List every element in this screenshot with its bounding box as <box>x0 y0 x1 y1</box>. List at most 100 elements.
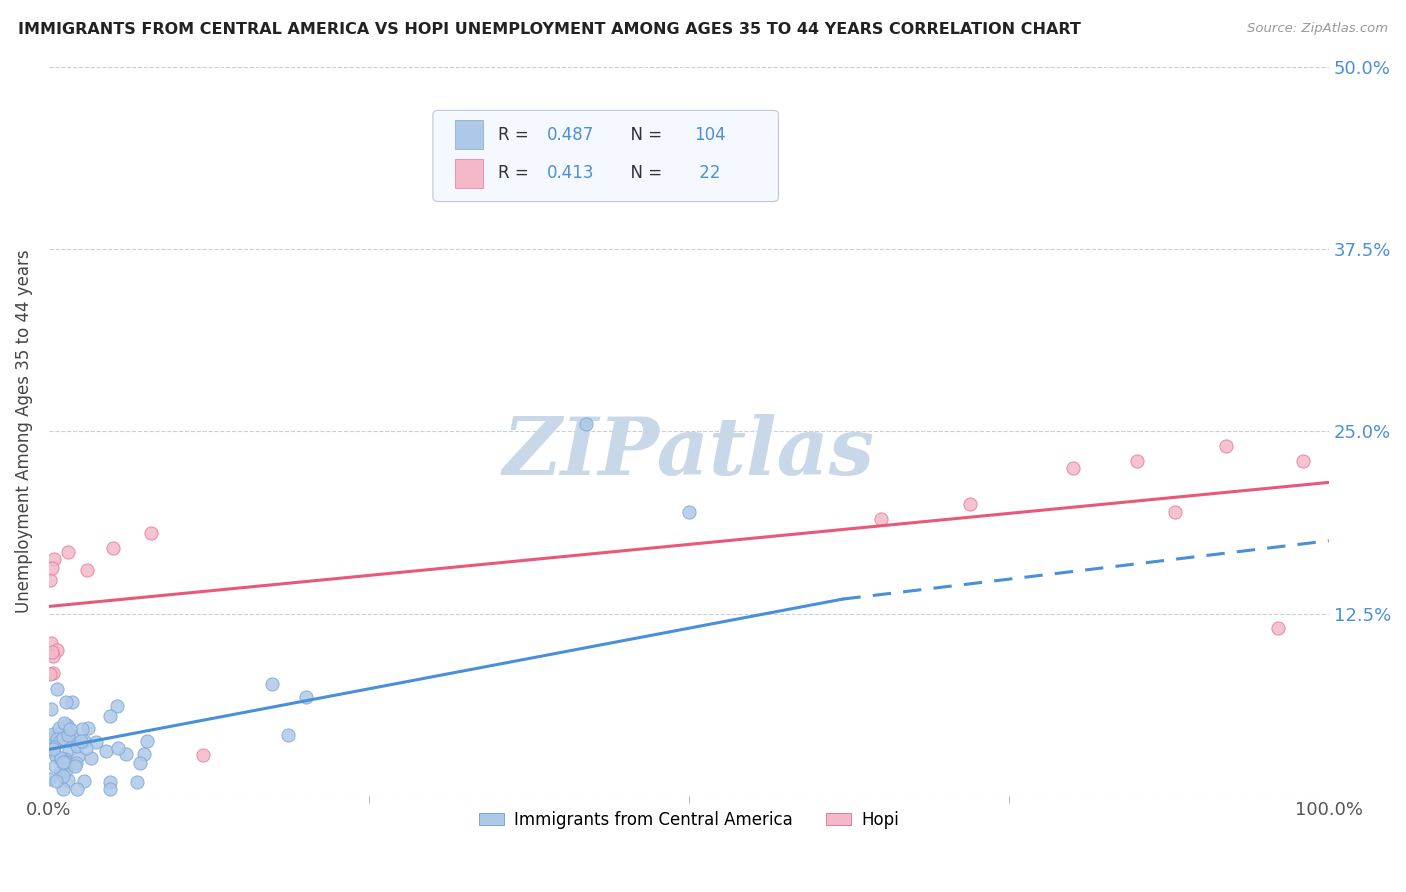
Point <box>51 764 73 778</box>
Point <box>1292 453 1315 467</box>
Point <box>98 781 121 796</box>
Point <box>52 726 75 740</box>
Point <box>72 774 94 789</box>
Point <box>44 729 66 743</box>
Bar <box>454 159 482 188</box>
Point <box>132 747 155 762</box>
Point <box>41 727 63 741</box>
Point <box>1126 453 1149 467</box>
Point <box>191 748 214 763</box>
Point <box>76 721 98 735</box>
Point <box>46 731 69 746</box>
Text: 22: 22 <box>695 164 720 182</box>
Point <box>46 682 69 697</box>
Point <box>42 741 65 756</box>
Point <box>70 734 93 748</box>
Point <box>141 526 163 541</box>
Point <box>53 756 76 770</box>
Point <box>678 505 700 519</box>
Point <box>49 751 72 765</box>
Bar <box>454 120 482 149</box>
Point <box>67 748 90 763</box>
Point <box>45 774 67 789</box>
Point <box>66 781 89 796</box>
Point <box>76 563 98 577</box>
Point <box>75 741 97 756</box>
Point <box>58 732 80 747</box>
Point <box>114 747 136 762</box>
Y-axis label: Unemployment Among Ages 35 to 44 years: Unemployment Among Ages 35 to 44 years <box>15 250 32 613</box>
Point <box>62 695 84 709</box>
Point <box>41 665 63 680</box>
Point <box>135 734 157 748</box>
Point <box>65 756 87 770</box>
Point <box>39 667 62 681</box>
Text: R =: R = <box>498 126 534 144</box>
Point <box>260 677 283 691</box>
Point <box>53 755 76 769</box>
Point <box>101 541 124 555</box>
Point <box>55 758 77 772</box>
Point <box>66 739 89 754</box>
Point <box>53 752 76 766</box>
Point <box>52 755 75 769</box>
Point <box>94 744 117 758</box>
Point <box>52 769 75 783</box>
Point <box>129 756 152 770</box>
Point <box>79 751 101 765</box>
Point <box>52 731 75 746</box>
Point <box>575 417 598 431</box>
Point <box>107 741 129 756</box>
Text: 0.487: 0.487 <box>547 126 595 144</box>
Point <box>48 721 70 735</box>
Point <box>52 781 75 796</box>
Point <box>49 734 72 748</box>
Point <box>41 560 63 574</box>
Point <box>55 718 77 732</box>
Point <box>59 728 82 742</box>
Point <box>42 739 65 754</box>
Point <box>49 724 72 739</box>
Point <box>55 763 77 777</box>
Point <box>41 645 63 659</box>
Point <box>73 734 96 748</box>
Point <box>58 545 80 559</box>
Point <box>100 774 122 789</box>
Point <box>39 702 62 716</box>
Text: N =: N = <box>620 126 666 144</box>
Text: 0.413: 0.413 <box>547 164 595 182</box>
Point <box>1062 460 1084 475</box>
Point <box>55 695 77 709</box>
Point <box>1164 505 1187 519</box>
Point <box>56 773 79 788</box>
Text: IMMIGRANTS FROM CENTRAL AMERICA VS HOPI UNEMPLOYMENT AMONG AGES 35 TO 44 YEARS C: IMMIGRANTS FROM CENTRAL AMERICA VS HOPI … <box>18 22 1081 37</box>
Text: N =: N = <box>620 164 666 182</box>
Point <box>1215 439 1237 453</box>
Point <box>84 735 107 749</box>
Point <box>44 759 66 773</box>
Point <box>98 709 121 723</box>
Point <box>45 643 67 657</box>
Point <box>295 690 318 705</box>
Point <box>869 512 891 526</box>
Text: Source: ZipAtlas.com: Source: ZipAtlas.com <box>1247 22 1388 36</box>
FancyBboxPatch shape <box>433 111 779 202</box>
Point <box>45 749 67 764</box>
Point <box>277 728 299 742</box>
Point <box>49 751 72 765</box>
Point <box>959 497 981 511</box>
Point <box>70 722 93 736</box>
Point <box>38 772 60 786</box>
Point <box>42 552 65 566</box>
Point <box>127 774 149 789</box>
Point <box>39 732 62 747</box>
Point <box>39 744 62 758</box>
Point <box>58 742 80 756</box>
Text: R =: R = <box>498 164 534 182</box>
Point <box>58 723 80 737</box>
Text: ZIPatlas: ZIPatlas <box>503 415 875 492</box>
Point <box>63 758 86 772</box>
Point <box>56 728 79 742</box>
Point <box>46 732 69 747</box>
Point <box>53 715 76 730</box>
